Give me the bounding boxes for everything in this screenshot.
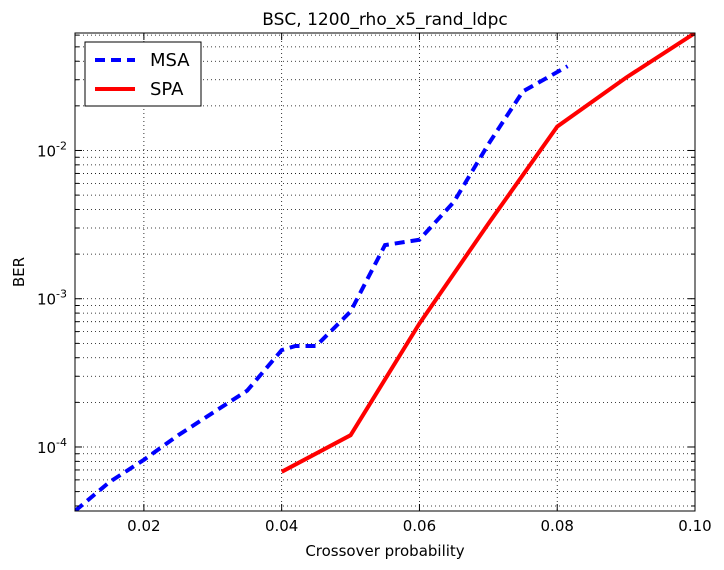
x-tick-label: 0.10 <box>678 517 711 535</box>
axis-ticks: 0.02 0.04 0.06 0.08 0.10 10-4 10-3 10-2 <box>37 33 712 535</box>
x-tick-label: 0.06 <box>403 517 436 535</box>
legend-label-msa: MSA <box>150 50 190 71</box>
y-tick-label: 10-3 <box>37 288 67 309</box>
x-tick-label: 0.08 <box>541 517 574 535</box>
legend-box <box>84 41 202 107</box>
plot-frame <box>74 32 696 512</box>
series-line-spa <box>280 33 695 474</box>
legend: MSA SPA <box>84 41 202 107</box>
y-tick-label: 10-2 <box>37 139 67 160</box>
series-lines <box>75 33 695 511</box>
series-line-msa <box>75 64 569 511</box>
y-axis-label: BER <box>10 257 28 287</box>
chart-title: BSC, 1200_rho_x5_rand_ldpc <box>262 10 507 30</box>
x-axis-label: Crossover probability <box>305 542 464 560</box>
y-tick-label: 10-4 <box>37 436 67 457</box>
x-tick-label: 0.04 <box>265 517 298 535</box>
grid <box>75 33 695 511</box>
legend-label-spa: SPA <box>150 79 184 100</box>
x-tick-label: 0.02 <box>127 517 160 535</box>
